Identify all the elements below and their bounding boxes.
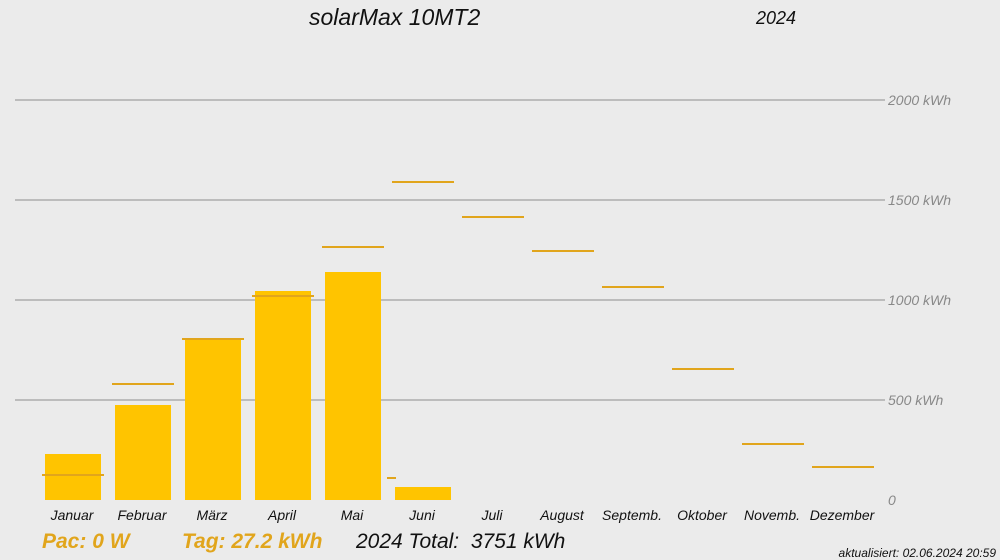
x-category-label: Januar <box>50 507 95 523</box>
last-updated-timestamp: aktualisiert: 02.06.2024 20:59 <box>838 546 996 560</box>
target-lines <box>42 181 874 479</box>
daily-yield-value: Tag: 27.2 kWh <box>182 530 323 553</box>
x-category-label: April <box>267 507 297 523</box>
y-tick-label: 500 kWh <box>888 392 943 408</box>
x-category-label: Februar <box>117 507 167 523</box>
x-category-label: Mai <box>341 507 364 523</box>
grid-lines <box>15 99 885 401</box>
bar-5 <box>395 487 451 500</box>
x-category-labels: Januar Februar März April Mai Juni Juli August S… <box>50 507 876 523</box>
x-category-label: Juli <box>480 507 503 523</box>
x-category-label: August <box>539 507 585 523</box>
year-label: 2024 <box>756 8 797 28</box>
bar-4 <box>325 272 381 500</box>
bar-3 <box>255 291 311 500</box>
y-tick-label: 2000 kWh <box>887 92 951 108</box>
y-tick-label: 1500 kWh <box>888 192 951 208</box>
x-category-label: Juni <box>408 507 436 523</box>
bar-0 <box>45 454 101 500</box>
x-category-label: Oktober <box>677 507 728 523</box>
x-category-label: Septemb. <box>602 507 662 523</box>
bar-1 <box>115 405 171 500</box>
yearly-total-value: 2024 Total: 3751 kWh <box>356 530 566 553</box>
bars <box>45 272 451 500</box>
x-category-label: März <box>196 507 227 523</box>
bar-2 <box>185 340 241 500</box>
pac-value: Pac: 0 W <box>42 530 130 553</box>
y-tick-label: 1000 kWh <box>888 292 951 308</box>
chart-title: solarMax 10MT2 <box>309 4 481 30</box>
y-tick-label: 0 <box>888 492 896 508</box>
y-tick-labels: 0 500 kWh 1000 kWh 1500 kWh 2000 kWh <box>887 92 951 508</box>
x-category-label: Novemb. <box>744 507 800 523</box>
x-category-label: Dezember <box>810 507 876 523</box>
